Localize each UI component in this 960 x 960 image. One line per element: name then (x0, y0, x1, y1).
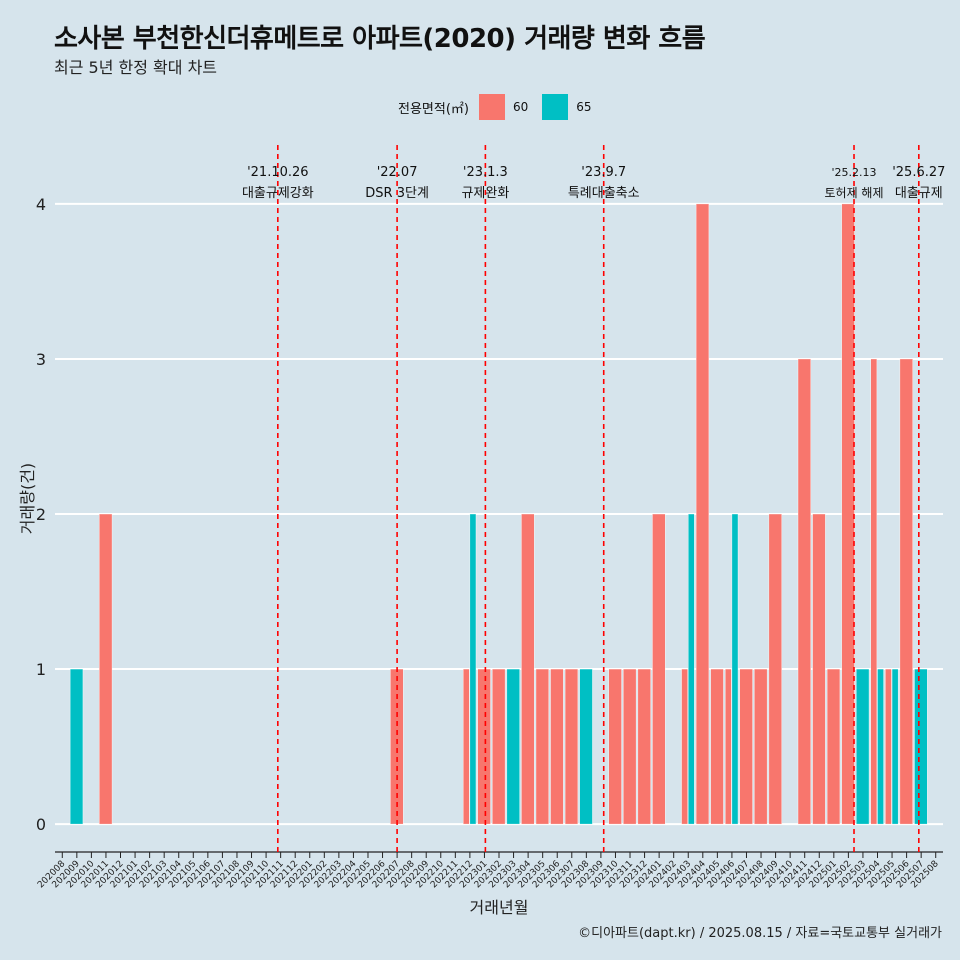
legend-label-65: 65 (576, 100, 592, 114)
bar (754, 668, 768, 825)
chart-title: 소사본 부천한신더휴메트로 아파트(2020) 거래량 변화 흐름 (54, 24, 706, 54)
bar (695, 203, 710, 825)
event-date-label: '25.6.27 (892, 165, 945, 180)
bar (885, 668, 892, 825)
bar (768, 513, 782, 825)
bar (812, 513, 826, 825)
bar (914, 668, 928, 825)
bar (797, 358, 812, 825)
bar (608, 668, 622, 825)
bar (870, 358, 878, 825)
legend-key-60 (478, 94, 505, 120)
bar (535, 668, 549, 825)
bar (652, 513, 666, 825)
legend: 전용면적(㎡) 60 65 (398, 93, 606, 121)
y-tick-label: 0 (36, 815, 46, 834)
bar (826, 668, 841, 825)
bar (891, 668, 899, 825)
event-desc-label: 대출규제강화 (242, 186, 314, 201)
event-desc-label: 토허제 해제 (825, 186, 884, 200)
bar (492, 668, 506, 825)
x-axis-title: 거래년월 (470, 898, 529, 917)
bar (462, 668, 470, 825)
y-tick-label: 4 (36, 195, 46, 214)
bar (856, 668, 870, 825)
bar (477, 668, 491, 825)
bar (99, 513, 113, 825)
bar (521, 513, 535, 825)
bar (731, 513, 739, 825)
bar (725, 668, 732, 825)
bar (877, 668, 884, 825)
event-date-label: '25.2.13 (832, 166, 877, 179)
bar (688, 513, 695, 825)
bar (550, 668, 564, 825)
bar (899, 358, 913, 825)
source-caption: ©디아파트(dapt.kr) / 2025.08.15 / 자료=국토교통부 실… (578, 926, 942, 941)
bar (506, 668, 520, 825)
event-date-label: '23.9.7 (581, 165, 626, 180)
event-desc-label: 대출규제 (895, 186, 943, 201)
legend-key-65 (542, 94, 569, 120)
event-desc-label: 특례대출축소 (568, 186, 640, 201)
event-date-label: '21.10.26 (247, 165, 308, 180)
bar (390, 668, 404, 825)
bar (469, 513, 477, 825)
y-tick-label: 3 (36, 350, 46, 369)
bar (623, 668, 637, 825)
legend-label-60: 60 (512, 100, 529, 114)
chart-subtitle: 최근 5년 한정 확대 차트 (54, 58, 218, 77)
bar (564, 668, 579, 825)
y-tick-label: 2 (36, 505, 46, 524)
event-desc-label: 규제완화 (461, 186, 509, 201)
bar (681, 668, 688, 825)
bar (69, 668, 84, 825)
y-axis-title: 거래량(건) (18, 463, 37, 534)
bar (739, 668, 753, 825)
event-desc-label: DSR 3단계 (365, 186, 429, 201)
event-date-label: '22.07 (377, 165, 418, 180)
legend-title: 전용면적(㎡) (398, 101, 469, 117)
bar (710, 668, 724, 825)
y-tick-label: 1 (36, 660, 46, 679)
bar (579, 668, 593, 825)
event-date-label: '23.1.3 (463, 165, 508, 180)
bar (841, 203, 855, 825)
bar (637, 668, 651, 825)
